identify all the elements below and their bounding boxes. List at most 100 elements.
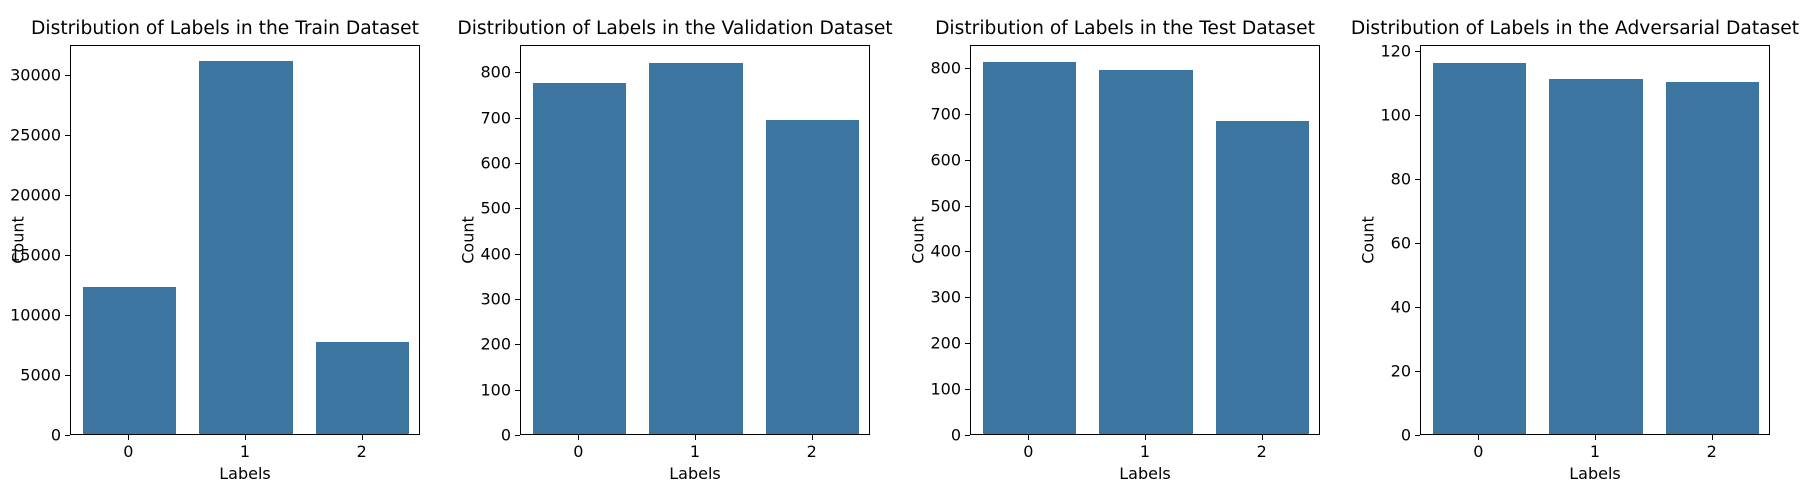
y-axis-label: Count [909,216,928,264]
ytick-label: 100 [450,380,511,399]
ytick-label: 100 [900,380,961,399]
ytick-label: 0 [450,426,511,445]
chart-panel-0: Distribution of Labels in the Train Data… [0,0,450,500]
bar [533,83,626,434]
xtick-mark [1145,435,1146,440]
chart-title: Distribution of Labels in the Validation… [450,18,900,39]
ytick-label: 25000 [0,126,61,145]
bar [1433,63,1526,434]
ytick-label: 80 [1350,170,1411,189]
ytick-label: 300 [900,288,961,307]
xtick-label: 2 [1707,442,1717,461]
bar [649,63,742,434]
ytick-mark [1415,307,1420,308]
xtick-label: 2 [1257,442,1267,461]
ytick-mark [515,299,520,300]
ytick-mark [515,435,520,436]
ytick-mark [515,118,520,119]
bar [983,62,1076,434]
ytick-label: 500 [900,196,961,215]
x-axis-label: Labels [1119,464,1171,483]
ytick-mark [65,315,70,316]
xtick-label: 1 [1590,442,1600,461]
chart-panel-2: Distribution of Labels in the Test Datas… [900,0,1350,500]
ytick-mark [1415,243,1420,244]
ytick-mark [515,344,520,345]
ytick-label: 5000 [0,366,61,385]
ytick-mark [1415,179,1420,180]
chart-panel-1: Distribution of Labels in the Validation… [450,0,900,500]
ytick-mark [515,208,520,209]
xtick-label: 1 [240,442,250,461]
ytick-mark [965,68,970,69]
xtick-mark [1595,435,1596,440]
ytick-label: 0 [0,426,61,445]
xtick-mark [128,435,129,440]
ytick-mark [515,72,520,73]
plot-area [1420,45,1770,435]
ytick-label: 500 [450,199,511,218]
ytick-mark [65,255,70,256]
ytick-mark [65,195,70,196]
ytick-label: 100 [1350,106,1411,125]
chart-panel-3: Distribution of Labels in the Adversaria… [1350,0,1800,500]
xtick-mark [1262,435,1263,440]
ytick-label: 800 [450,63,511,82]
xtick-label: 0 [1473,442,1483,461]
xtick-label: 0 [573,442,583,461]
xtick-mark [362,435,363,440]
ytick-mark [965,343,970,344]
y-axis-label: Count [9,216,28,264]
x-axis-label: Labels [669,464,721,483]
figure: Distribution of Labels in the Train Data… [0,0,1800,500]
xtick-label: 0 [1023,442,1033,461]
plot-area [970,45,1320,435]
xtick-mark [1712,435,1713,440]
xtick-label: 0 [123,442,133,461]
xtick-mark [245,435,246,440]
ytick-label: 0 [900,426,961,445]
chart-title: Distribution of Labels in the Test Datas… [900,18,1350,39]
ytick-mark [965,206,970,207]
xtick-mark [812,435,813,440]
ytick-mark [1415,115,1420,116]
bar [1666,82,1759,434]
ytick-mark [965,297,970,298]
ytick-mark [965,389,970,390]
xtick-label: 1 [1140,442,1150,461]
chart-title: Distribution of Labels in the Adversaria… [1350,18,1800,39]
ytick-mark [1415,435,1420,436]
xtick-mark [1478,435,1479,440]
xtick-mark [578,435,579,440]
ytick-mark [965,160,970,161]
ytick-mark [65,375,70,376]
bar [199,61,292,434]
chart-title: Distribution of Labels in the Train Data… [0,18,450,39]
ytick-mark [965,114,970,115]
plot-area [70,45,420,435]
xtick-mark [1028,435,1029,440]
ytick-label: 700 [450,108,511,127]
bar [1216,121,1309,434]
x-axis-label: Labels [1569,464,1621,483]
ytick-label: 700 [900,104,961,123]
ytick-mark [65,135,70,136]
x-axis-label: Labels [219,464,271,483]
ytick-label: 120 [1350,42,1411,61]
ytick-mark [1415,371,1420,372]
y-axis-label: Count [459,216,478,264]
ytick-label: 40 [1350,298,1411,317]
xtick-label: 2 [807,442,817,461]
ytick-label: 20 [1350,362,1411,381]
bar [1099,70,1192,434]
ytick-label: 0 [1350,426,1411,445]
ytick-label: 20000 [0,186,61,205]
ytick-label: 600 [450,153,511,172]
ytick-mark [515,390,520,391]
ytick-mark [65,435,70,436]
xtick-mark [695,435,696,440]
bar [316,342,409,434]
ytick-mark [65,75,70,76]
ytick-mark [965,251,970,252]
xtick-label: 1 [690,442,700,461]
